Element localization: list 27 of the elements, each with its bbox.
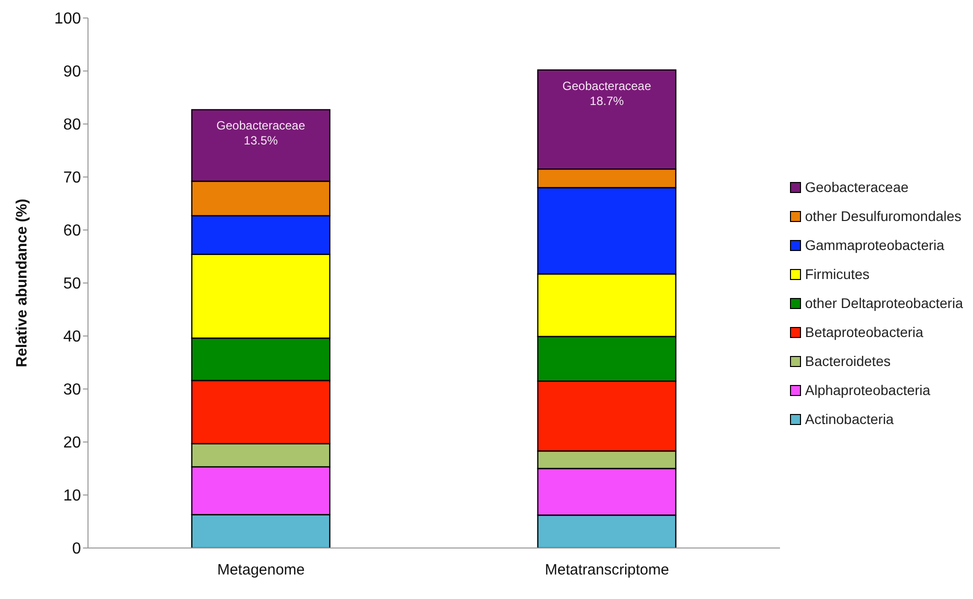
- text: Geobacteraceae: [562, 78, 652, 93]
- y-tick-label: 100: [54, 10, 82, 28]
- data-label: 13.5%: [244, 134, 278, 148]
- legend-label: Gammaproteobacteria: [805, 237, 944, 253]
- x-tick-label: Metagenome: [217, 562, 305, 579]
- y-tick-label: 50: [63, 276, 82, 293]
- legend-label: Betaproteobacteria: [805, 324, 924, 340]
- y-tick-label: 80: [63, 116, 82, 134]
- legend-label: other Deltaproteobacteria: [805, 295, 963, 311]
- y-axis-title: Relative abundance (%): [13, 198, 30, 368]
- x-tick-label: Metatranscriptome: [544, 562, 670, 579]
- legend-label: other Desulfuromondales: [805, 208, 962, 224]
- legend-label: Alphaproteobacteria: [805, 382, 930, 398]
- y-tick-label: 10: [63, 488, 82, 505]
- y-tick-label: 0: [72, 540, 82, 558]
- legend-label: Bacteroidetes: [805, 353, 891, 369]
- data-label: 18.7%: [590, 94, 624, 108]
- y-tick-label: 90: [63, 64, 82, 81]
- y-tick-label: 70: [63, 170, 82, 187]
- y-tick-label: 20: [63, 434, 82, 452]
- y-tick-label: 40: [63, 328, 82, 346]
- legend-label: Geobacteraceae: [805, 179, 909, 195]
- text: Geobacteraceae: [216, 118, 306, 133]
- legend-label: Firmicutes: [805, 266, 870, 282]
- legend-label: Actinobacteria: [805, 411, 894, 427]
- y-tick-label: 60: [63, 222, 82, 240]
- y-tick-label: 30: [63, 382, 82, 399]
